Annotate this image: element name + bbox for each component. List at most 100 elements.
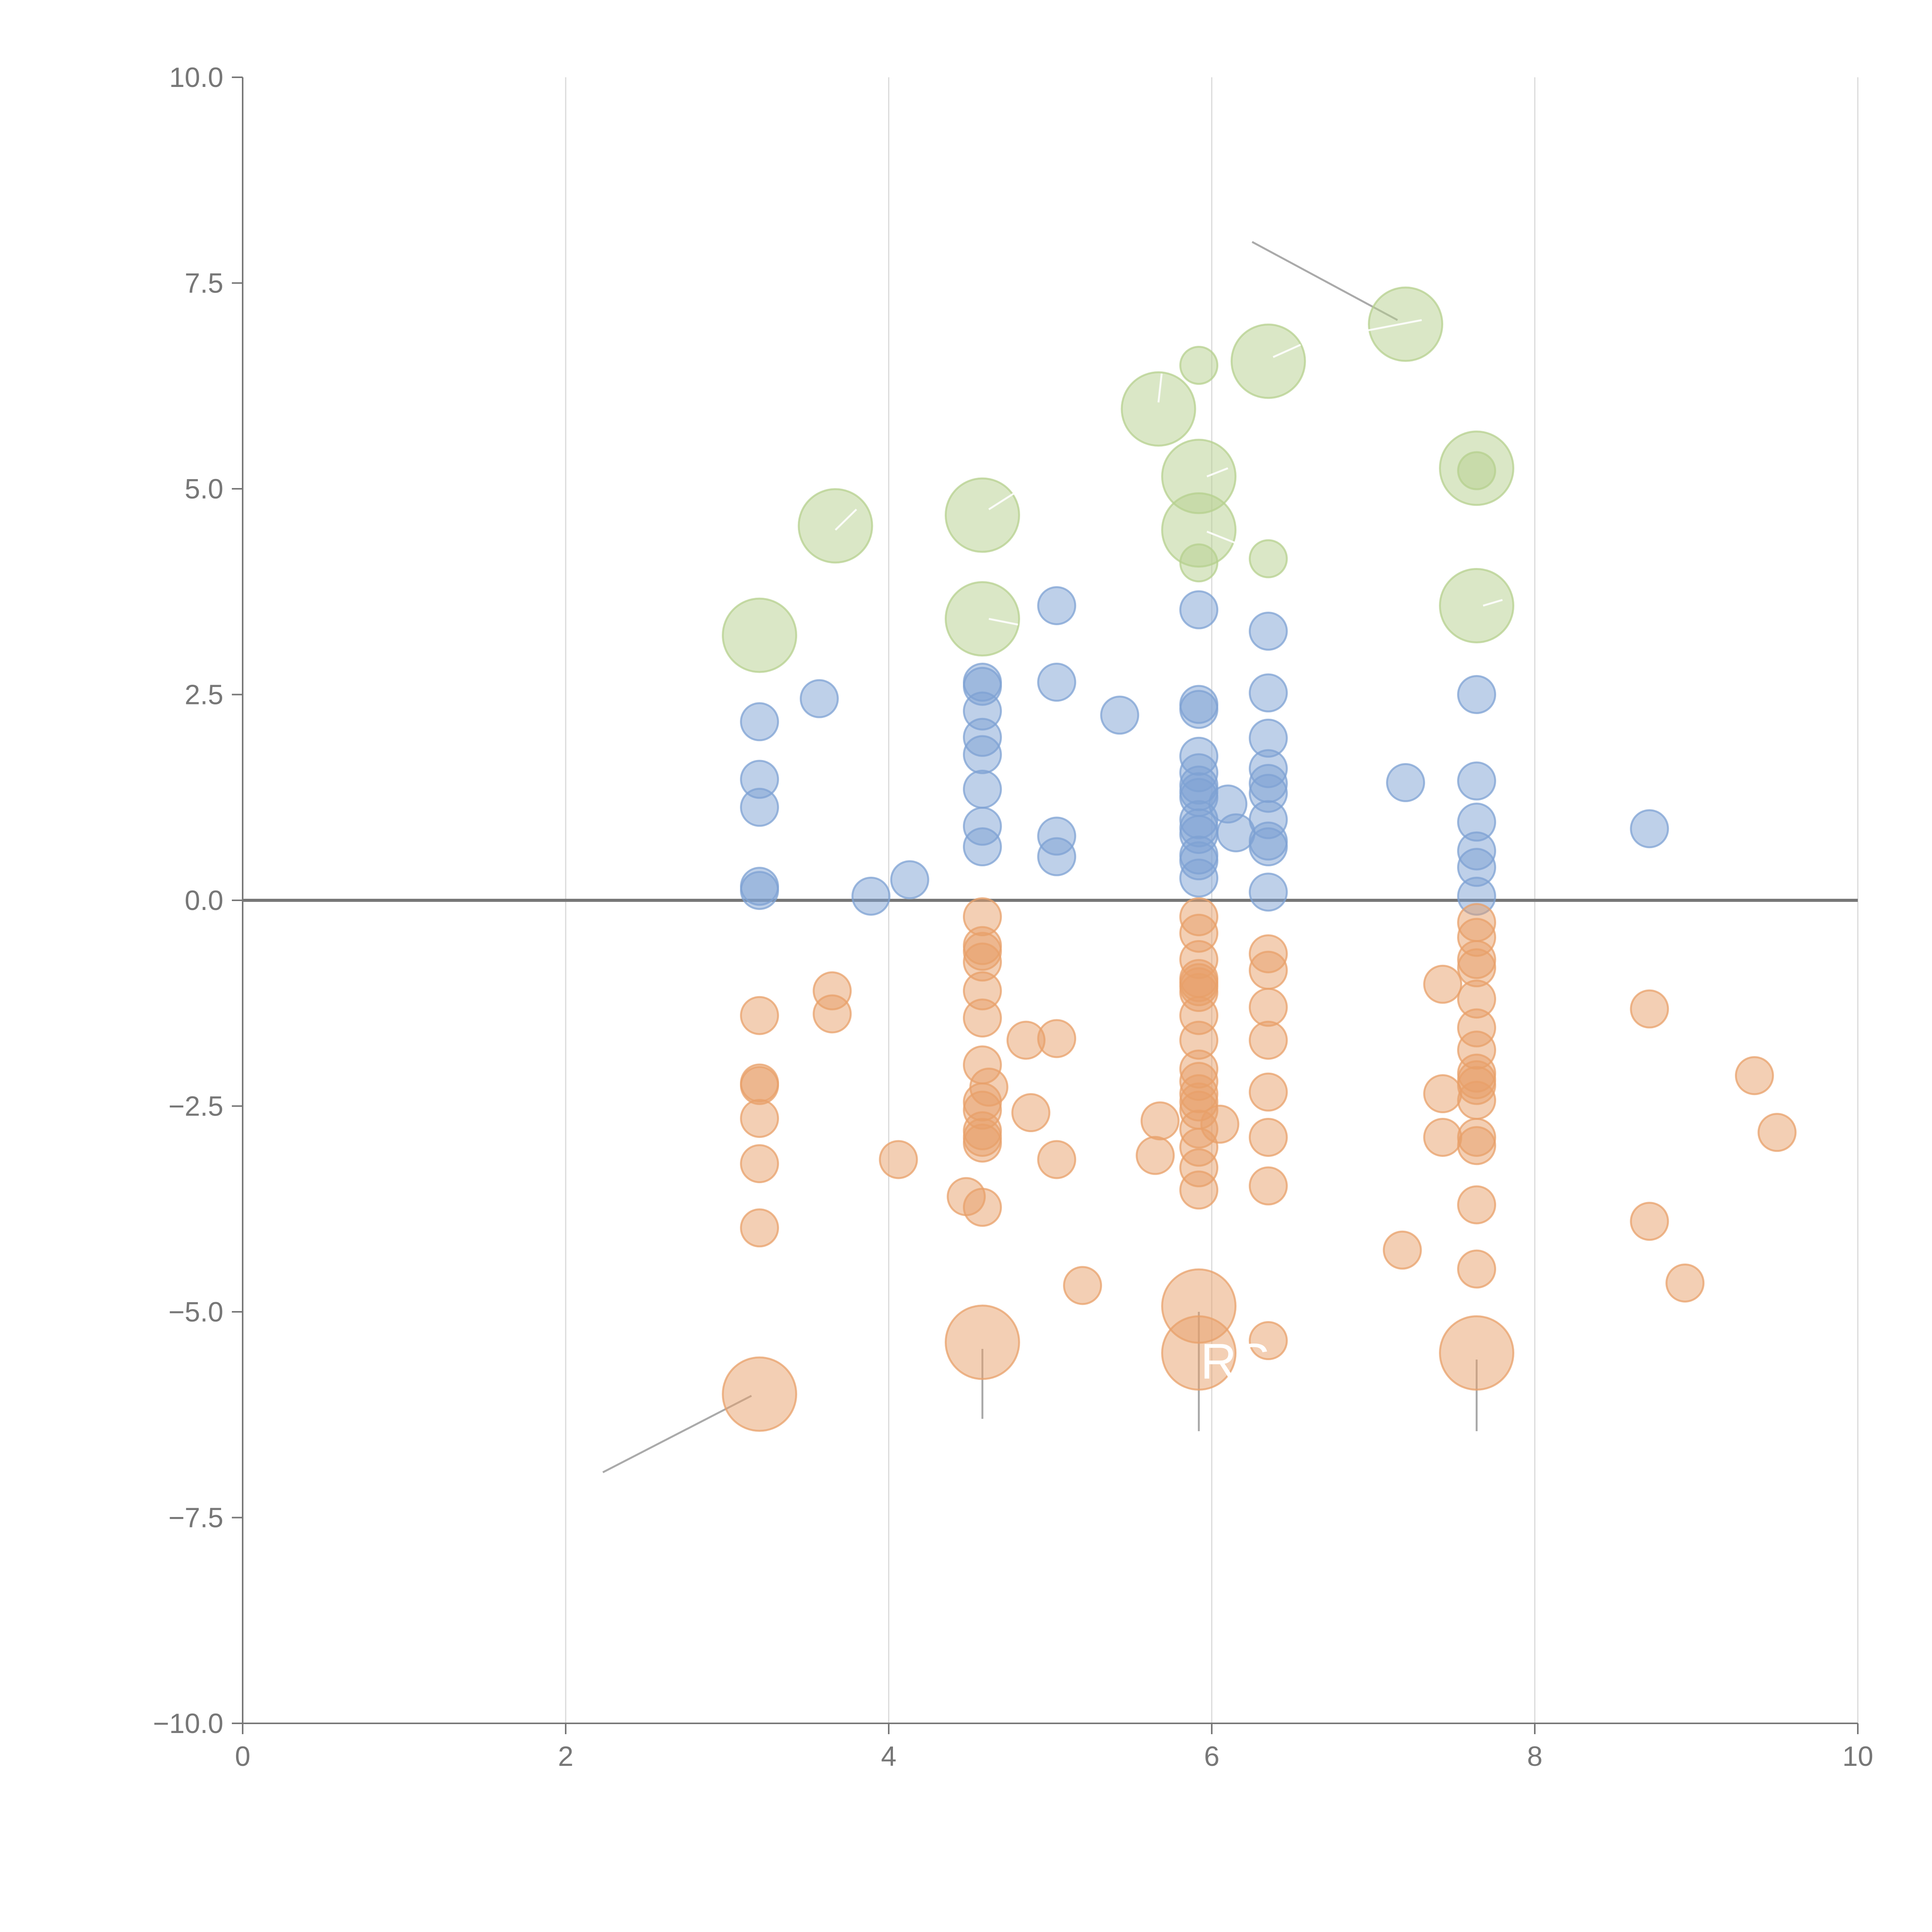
x-tick-label: 10 [1842, 1741, 1873, 1772]
y-tick-label: 10.0 [169, 62, 223, 93]
point-down [1423, 1074, 1463, 1114]
point-highlight-down [1161, 1315, 1237, 1391]
leader-line-overlay [1483, 599, 1503, 607]
point-up [740, 787, 779, 827]
point-up [1179, 858, 1219, 898]
point-up [1630, 809, 1669, 849]
point-down [1423, 1117, 1463, 1157]
point-down [1140, 1101, 1180, 1141]
point-down [969, 1068, 1009, 1107]
point-highlight-up-small [1179, 346, 1219, 385]
point-up [799, 679, 839, 718]
y-tick-label: −2.5 [168, 1091, 223, 1122]
point-down [1179, 1170, 1219, 1210]
point-down [740, 1066, 779, 1105]
point-down [963, 1187, 1002, 1227]
point-up [1179, 690, 1219, 729]
point-highlight-down [944, 1304, 1020, 1380]
point-up [1179, 590, 1219, 629]
data-points [722, 286, 1797, 1432]
point-down [1063, 1266, 1102, 1305]
point-up [1037, 663, 1077, 702]
point-highlight-down [722, 1356, 798, 1432]
point-up [890, 860, 929, 900]
x-tick-label: 0 [235, 1741, 250, 1772]
point-highlight-down [1439, 1315, 1515, 1391]
point-up [963, 769, 1002, 809]
point-highlight-up [1230, 323, 1306, 399]
point-down [1423, 964, 1463, 1004]
point-up [1457, 675, 1497, 714]
point-up [1100, 696, 1139, 735]
point-up [1248, 872, 1288, 912]
point-down [813, 994, 852, 1034]
leader-line-overlay [1272, 344, 1301, 358]
point-down [1457, 1249, 1497, 1289]
point-up [1037, 586, 1077, 625]
point-down [1248, 1020, 1288, 1060]
y-tick-label: 7.5 [185, 268, 223, 299]
y-tick-label: −7.5 [168, 1503, 223, 1534]
leader-line-overlay [835, 509, 857, 531]
leader-line-overlay [1206, 531, 1245, 548]
point-up [963, 735, 1002, 774]
leader-line-overlay [1357, 319, 1422, 333]
point-highlight-up-small [1248, 539, 1288, 578]
y-tick-label: 2.5 [185, 680, 223, 711]
point-down [1248, 1321, 1288, 1361]
point-down [1200, 1104, 1240, 1144]
point-down [963, 998, 1002, 1038]
point-highlight-up [1368, 286, 1444, 362]
point-down [879, 1140, 918, 1179]
y-tick-label: 0.0 [185, 885, 223, 916]
point-up [1386, 763, 1425, 802]
x-tick-label: 4 [881, 1741, 896, 1772]
point-down [740, 996, 779, 1035]
point-up [1457, 761, 1497, 801]
point-highlight-up [944, 477, 1020, 553]
point-down [1630, 1202, 1669, 1241]
point-down [1757, 1113, 1797, 1152]
point-down [1665, 1263, 1705, 1303]
point-highlight-up [722, 597, 798, 673]
leader-line-overlay [988, 618, 1018, 626]
point-up [1037, 837, 1077, 876]
point-down [1457, 1126, 1497, 1165]
point-down [740, 1208, 779, 1248]
point-down [1136, 1136, 1175, 1175]
x-tick-labels: 0 2 4 6 8 10 [235, 1741, 1873, 1772]
point-up [1248, 673, 1288, 713]
y-tick-labels: 10.0 7.5 5.0 2.5 0.0 −2.5 −5.0 −7.5 −10.0 [153, 62, 223, 1739]
point-highlight-up [798, 488, 873, 564]
leader-line-overlay [1206, 467, 1228, 478]
point-highlight-up-small [1179, 543, 1219, 583]
point-down [1457, 1185, 1497, 1225]
point-down [740, 1144, 779, 1184]
point-up [740, 871, 779, 910]
point-down [1383, 1230, 1422, 1270]
point-down [1630, 989, 1669, 1029]
point-highlight-up [1439, 568, 1515, 643]
axes [232, 77, 1859, 1734]
y-tick-label: −5.0 [168, 1297, 223, 1328]
y-tick-label: −10.0 [153, 1708, 223, 1739]
point-down [740, 1099, 779, 1138]
point-down [1037, 1140, 1077, 1179]
x-tick-label: 6 [1204, 1741, 1219, 1772]
point-down [1011, 1093, 1051, 1133]
point-down [1735, 1056, 1774, 1095]
point-up [851, 876, 891, 916]
x-tick-label: 2 [558, 1741, 573, 1772]
point-highlight-up [944, 581, 1020, 657]
leader-line-overlay [988, 492, 1015, 510]
point-down [1248, 1166, 1288, 1206]
point-up [1248, 611, 1288, 651]
point-down [1037, 1019, 1077, 1058]
x-tick-label: 8 [1527, 1741, 1543, 1772]
point-up [1248, 827, 1288, 867]
y-tick-label: 5.0 [185, 474, 223, 505]
point-down [963, 1123, 1002, 1163]
point-down [1248, 1117, 1288, 1157]
point-down [1457, 1081, 1497, 1120]
